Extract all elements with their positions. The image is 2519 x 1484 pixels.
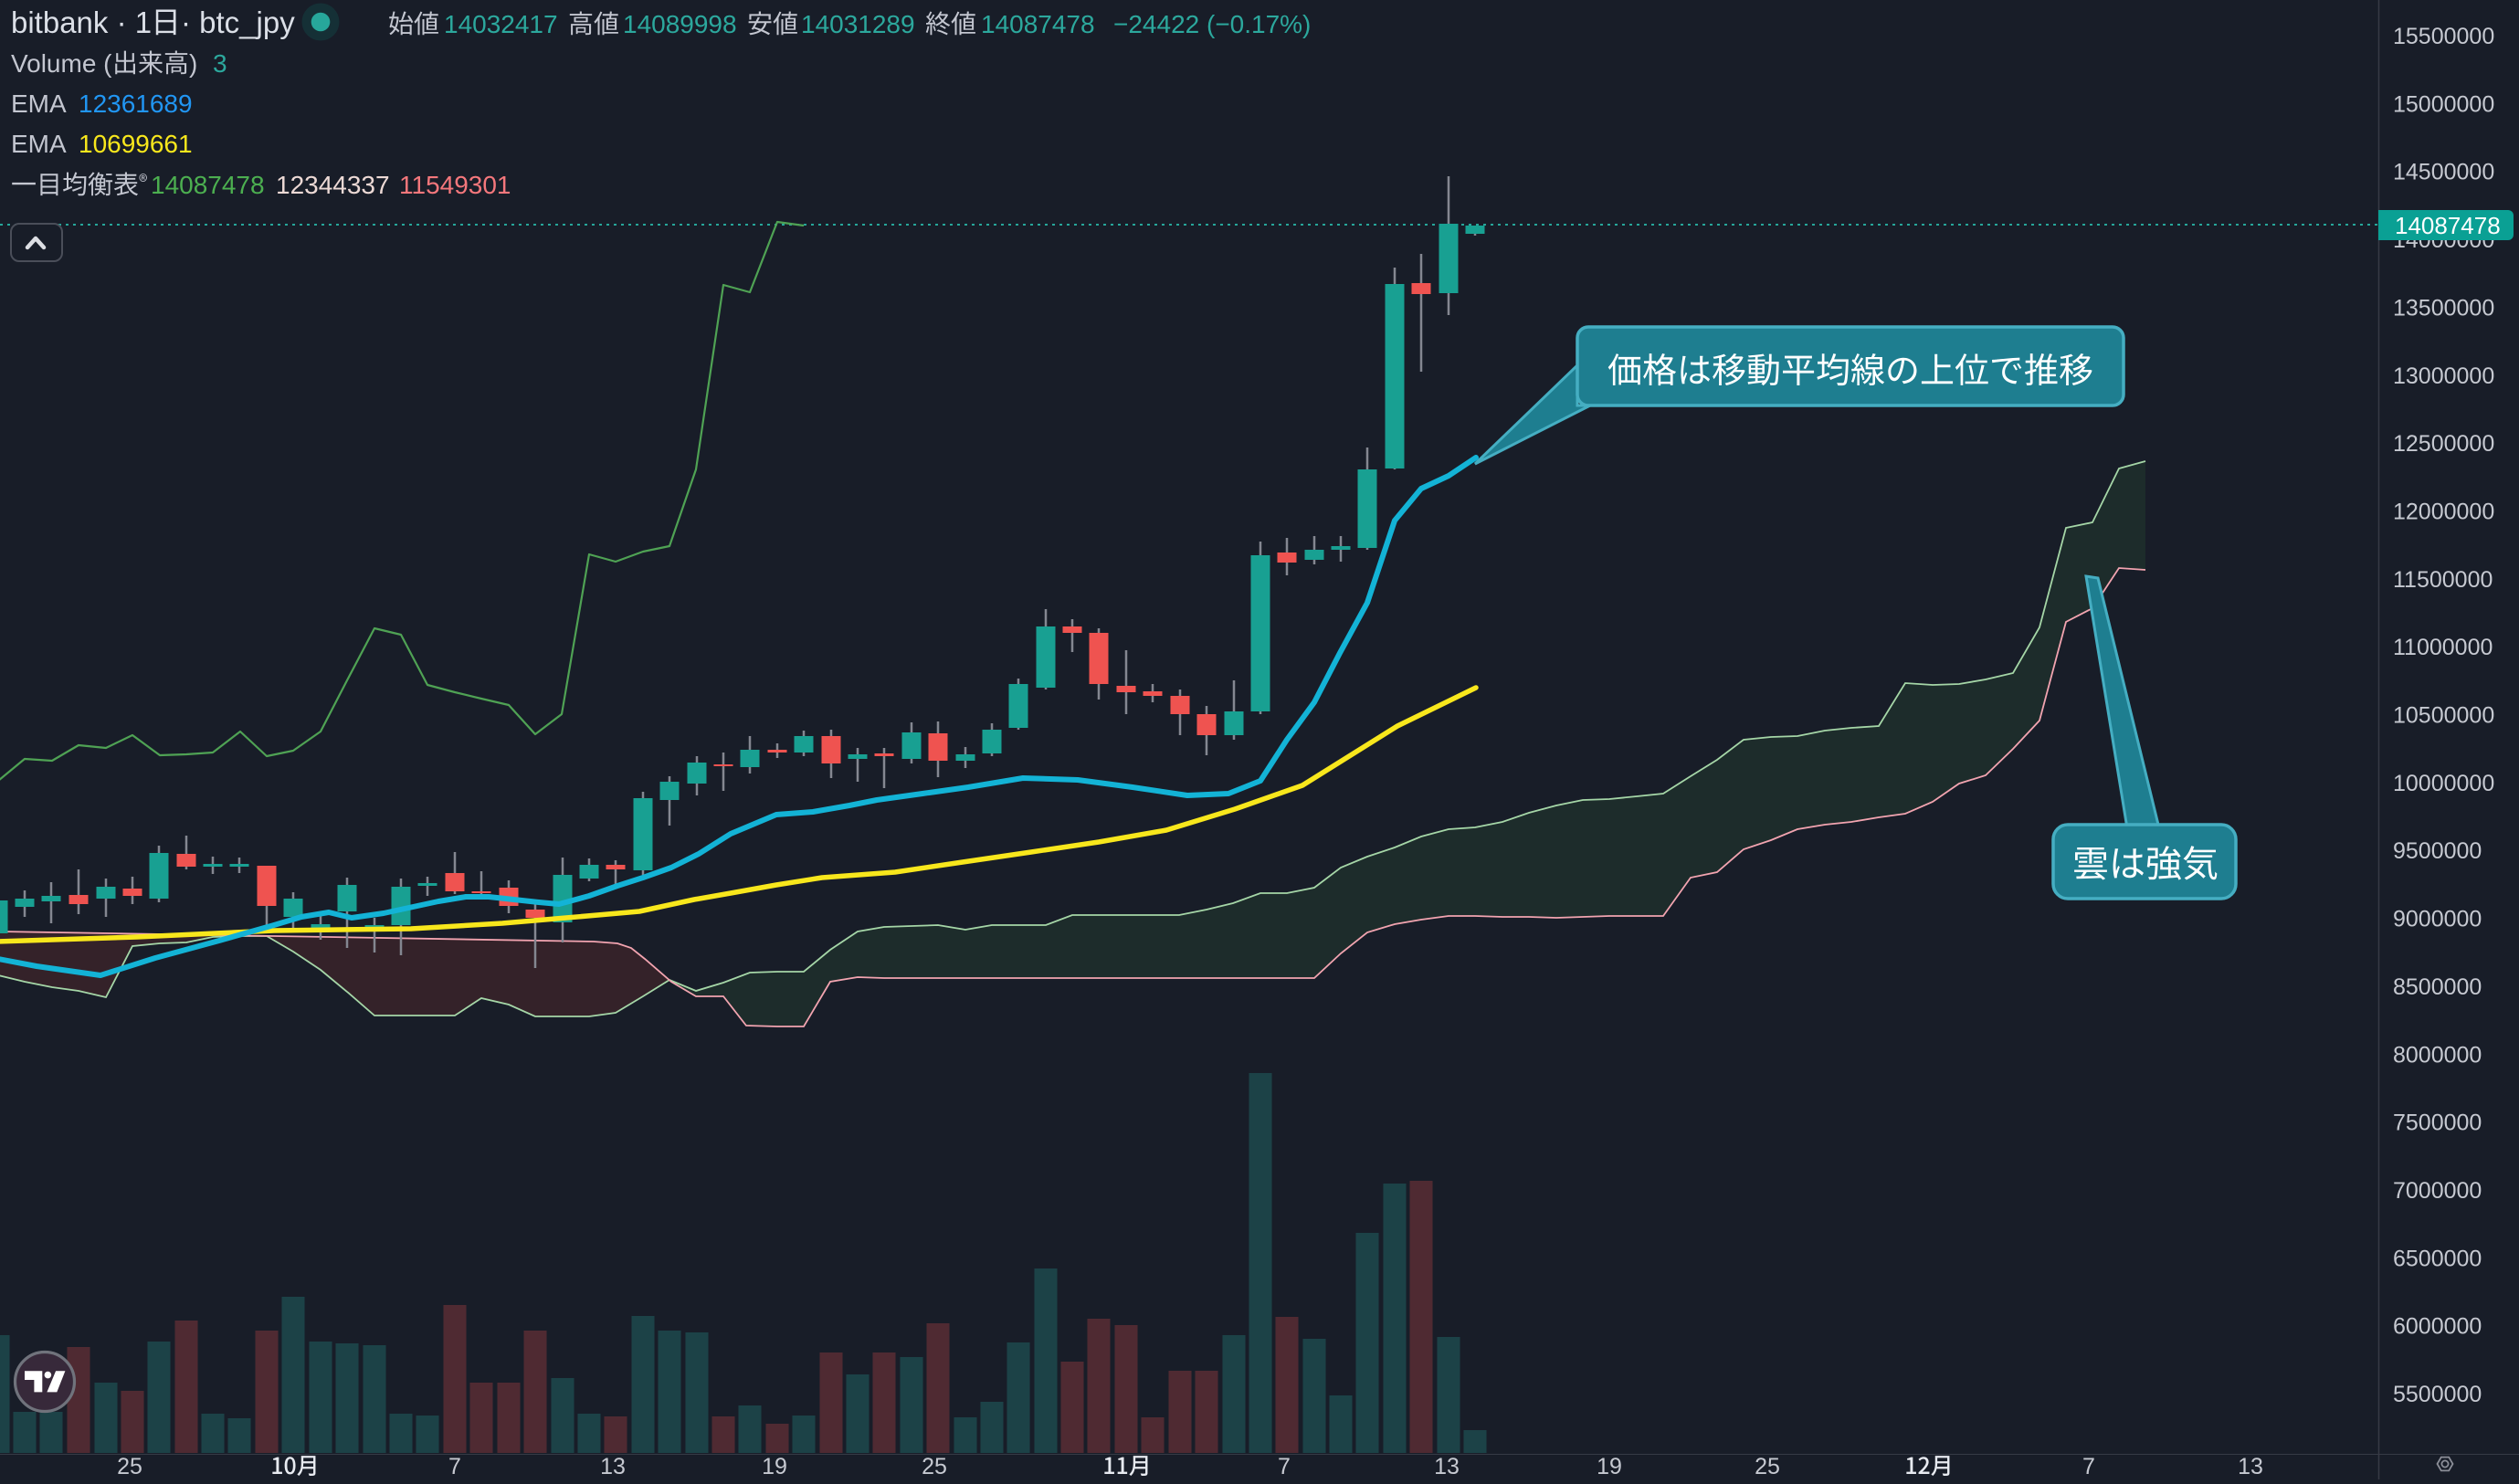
svg-text:13000000: 13000000 bbox=[2393, 363, 2494, 389]
svg-text:12000000: 12000000 bbox=[2393, 499, 2494, 524]
svg-text:): ) bbox=[189, 49, 197, 78]
svg-text:14031289: 14031289 bbox=[801, 10, 915, 38]
svg-text:10699661: 10699661 bbox=[79, 130, 193, 158]
svg-text:15500000: 15500000 bbox=[2393, 24, 2494, 49]
svg-text:14087478: 14087478 bbox=[2395, 212, 2501, 239]
svg-text:−24422 (−0.17%): −24422 (−0.17%) bbox=[1113, 10, 1311, 38]
svg-text:· btc_jpy: · btc_jpy bbox=[181, 5, 295, 39]
svg-text:19: 19 bbox=[1597, 1454, 1622, 1479]
svg-text:12500000: 12500000 bbox=[2393, 431, 2494, 457]
svg-text:7: 7 bbox=[1278, 1454, 1291, 1479]
svg-text:13: 13 bbox=[1434, 1454, 1460, 1479]
svg-text:15000000: 15000000 bbox=[2393, 91, 2494, 117]
svg-text:bitbank · 1: bitbank · 1 bbox=[11, 5, 152, 39]
svg-text:7: 7 bbox=[2082, 1454, 2095, 1479]
svg-text:5500000: 5500000 bbox=[2393, 1382, 2482, 1407]
svg-text:14500000: 14500000 bbox=[2393, 160, 2494, 185]
svg-text:10500000: 10500000 bbox=[2393, 703, 2494, 729]
svg-text:8000000: 8000000 bbox=[2393, 1042, 2482, 1068]
svg-text:12344337: 12344337 bbox=[276, 171, 390, 199]
svg-text:3: 3 bbox=[213, 49, 227, 78]
svg-text:25: 25 bbox=[922, 1454, 947, 1479]
svg-text:25: 25 bbox=[1755, 1454, 1780, 1479]
svg-text:11549301: 11549301 bbox=[399, 171, 511, 199]
svg-text:12361689: 12361689 bbox=[79, 89, 193, 118]
svg-text:9500000: 9500000 bbox=[2393, 838, 2482, 864]
svg-text:6500000: 6500000 bbox=[2393, 1246, 2482, 1271]
svg-text:EMA: EMA bbox=[11, 130, 67, 158]
svg-text:EMA: EMA bbox=[11, 89, 67, 118]
svg-text:25: 25 bbox=[117, 1454, 142, 1479]
svg-text:13: 13 bbox=[600, 1454, 626, 1479]
svg-text:13500000: 13500000 bbox=[2393, 295, 2494, 321]
svg-text:11500000: 11500000 bbox=[2393, 567, 2493, 593]
svg-text:14087478: 14087478 bbox=[151, 171, 265, 199]
svg-text:Volume (: Volume ( bbox=[11, 49, 112, 78]
svg-text:14032417: 14032417 bbox=[444, 10, 558, 38]
svg-text:7000000: 7000000 bbox=[2393, 1178, 2482, 1204]
svg-text:6000000: 6000000 bbox=[2393, 1314, 2482, 1340]
svg-text:11000000: 11000000 bbox=[2393, 635, 2493, 660]
svg-text:7500000: 7500000 bbox=[2393, 1110, 2482, 1136]
svg-text:7: 7 bbox=[448, 1454, 461, 1479]
svg-text:14087478: 14087478 bbox=[981, 10, 1095, 38]
svg-text:19: 19 bbox=[762, 1454, 787, 1479]
svg-text:9000000: 9000000 bbox=[2393, 907, 2482, 932]
svg-text:8500000: 8500000 bbox=[2393, 974, 2482, 1000]
svg-text:10000000: 10000000 bbox=[2393, 771, 2494, 796]
svg-text:14089998: 14089998 bbox=[623, 10, 737, 38]
svg-text:13: 13 bbox=[2238, 1454, 2263, 1479]
